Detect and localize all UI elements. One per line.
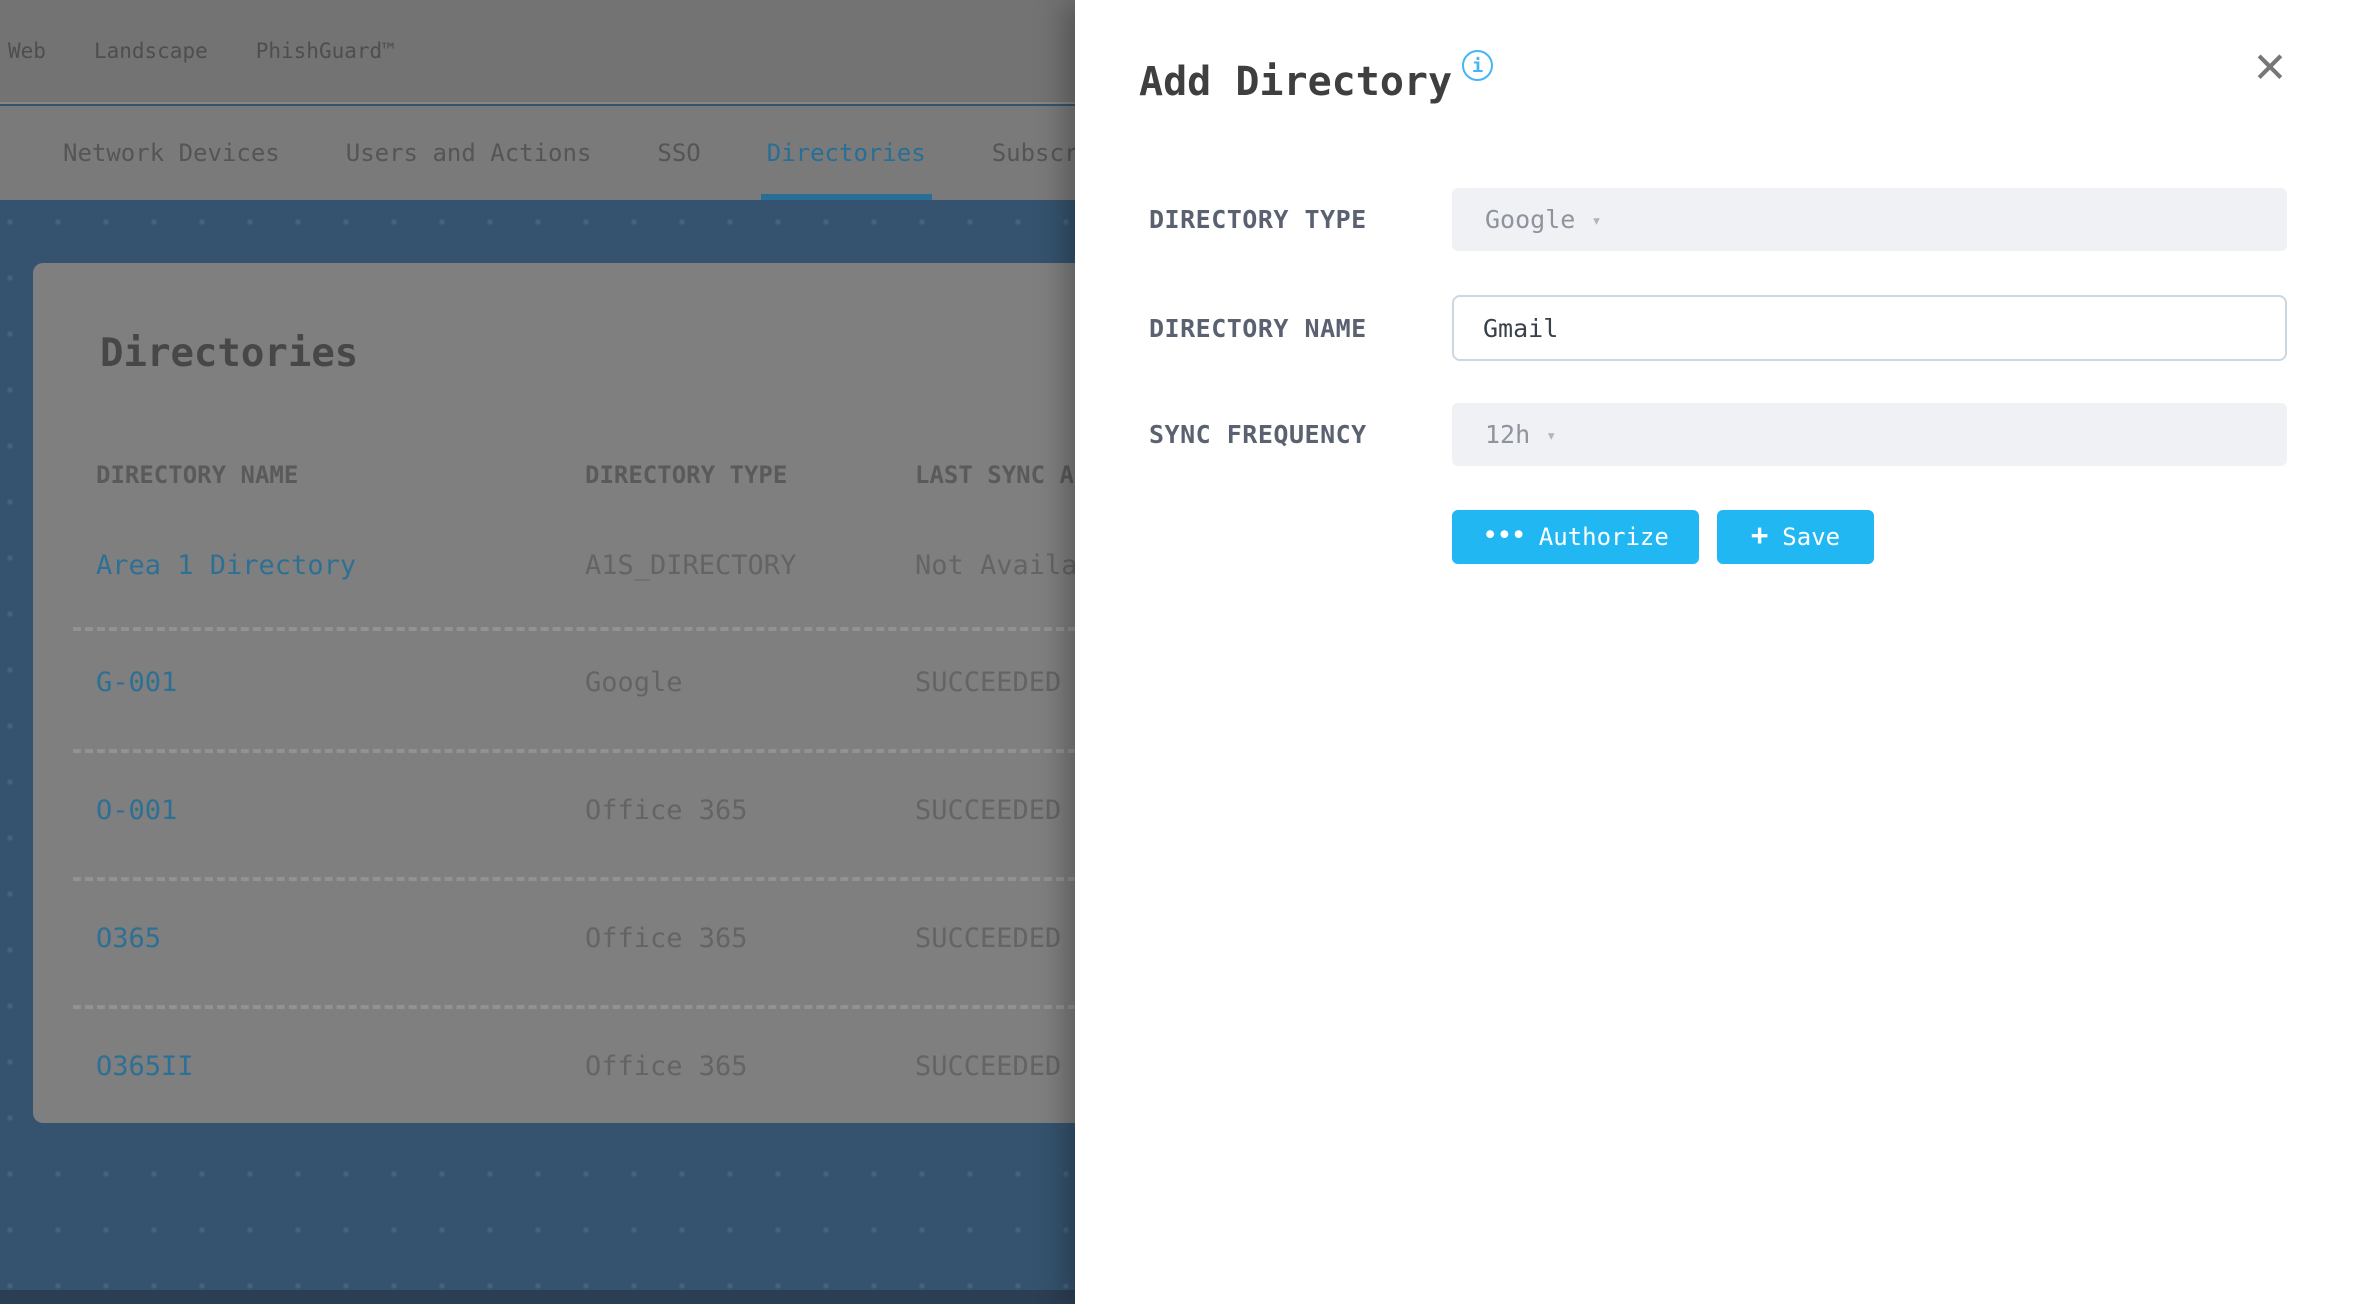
directory-type-cell: A1S_DIRECTORY xyxy=(585,550,797,581)
last-sync-cell: SUCCEEDED xyxy=(915,1051,1062,1082)
chevron-down-icon: ▾ xyxy=(1591,210,1602,231)
tab-users-and-actions[interactable]: Users and Actions xyxy=(345,139,592,167)
directory-link[interactable]: O365II xyxy=(96,1051,194,1082)
table-row: G-001 Google SUCCEEDED xyxy=(96,667,2313,698)
save-button-label: Save xyxy=(1782,523,1841,551)
tab-directories[interactable]: Directories xyxy=(760,106,932,200)
authorize-button-label: Authorize xyxy=(1538,523,1669,551)
last-sync-cell: SUCCEEDED xyxy=(915,795,1062,826)
tab-network-devices[interactable]: Network Devices xyxy=(63,139,280,167)
last-sync-cell: SUCCEEDED xyxy=(915,923,1062,954)
last-sync-cell: Not Availa xyxy=(915,550,1078,581)
form-row-directory-name: DIRECTORY NAME xyxy=(1149,295,2287,361)
form-row-sync-frequency: SYNC FREQUENCY 12h ▾ xyxy=(1149,403,2287,466)
info-icon[interactable]: i xyxy=(1462,50,1494,81)
directory-type-label: DIRECTORY TYPE xyxy=(1149,205,1367,234)
panel-title: Directories xyxy=(100,331,359,376)
column-header-directory-type: DIRECTORY TYPE xyxy=(585,461,788,489)
nav-item-web[interactable]: Web xyxy=(8,39,46,63)
ellipsis-icon: ••• xyxy=(1482,519,1527,551)
add-directory-form: DIRECTORY TYPE Google ▾ DIRECTORY NAME S… xyxy=(1149,188,2287,564)
directory-type-select[interactable]: Google ▾ xyxy=(1452,188,2287,251)
sync-frequency-value: 12h xyxy=(1485,420,1531,449)
table-row: O365II Office 365 SUCCEEDED xyxy=(96,1051,2313,1082)
form-row-directory-type: DIRECTORY TYPE Google ▾ xyxy=(1149,188,2287,251)
directory-name-input[interactable] xyxy=(1452,295,2287,361)
tab-sso[interactable]: SSO xyxy=(657,139,701,167)
sync-frequency-label: SYNC FREQUENCY xyxy=(1149,420,1367,449)
nav-item-phishguard[interactable]: PhishGuard™ xyxy=(255,39,395,63)
directory-type-cell: Office 365 xyxy=(585,923,748,954)
table-header-row: DIRECTORY NAME DIRECTORY TYPE LAST SYNC … xyxy=(96,461,2313,489)
column-header-directory-name: DIRECTORY NAME xyxy=(96,461,299,489)
modal-title: Add Directory xyxy=(1139,59,1453,105)
modal-header: Add Directory i xyxy=(1139,50,1494,106)
directory-type-cell: Office 365 xyxy=(585,795,748,826)
add-directory-modal: Add Directory i ✕ DIRECTORY TYPE Google … xyxy=(1075,0,2356,1304)
close-icon[interactable]: ✕ xyxy=(2252,43,2288,92)
authorize-button[interactable]: ••• Authorize xyxy=(1452,510,1699,564)
directory-type-cell: Google xyxy=(585,667,683,698)
plus-icon: + xyxy=(1750,517,1769,552)
directory-link[interactable]: G-001 xyxy=(96,667,178,698)
sync-frequency-select[interactable]: 12h ▾ xyxy=(1452,403,2287,466)
directory-type-cell: Office 365 xyxy=(585,1051,748,1082)
directory-name-label: DIRECTORY NAME xyxy=(1149,313,1367,343)
table-row: O-001 Office 365 SUCCEEDED xyxy=(96,795,2313,826)
save-button[interactable]: + Save xyxy=(1716,510,1875,564)
directory-link[interactable]: O-001 xyxy=(96,795,178,826)
column-header-last-sync: LAST SYNC A xyxy=(915,461,1074,489)
table-row: Area 1 Directory A1S_DIRECTORY Not Avail… xyxy=(96,550,2313,581)
table-row: O365 Office 365 SUCCEEDED xyxy=(96,923,2313,954)
directory-type-value: Google xyxy=(1485,205,1576,234)
directory-link[interactable]: Area 1 Directory xyxy=(96,550,357,581)
directory-link[interactable]: O365 xyxy=(96,923,162,954)
chevron-down-icon: ▾ xyxy=(1546,425,1557,446)
modal-actions: ••• Authorize + Save xyxy=(1452,510,2287,564)
last-sync-cell: SUCCEEDED xyxy=(915,667,1062,698)
nav-item-landscape[interactable]: Landscape xyxy=(93,39,208,63)
